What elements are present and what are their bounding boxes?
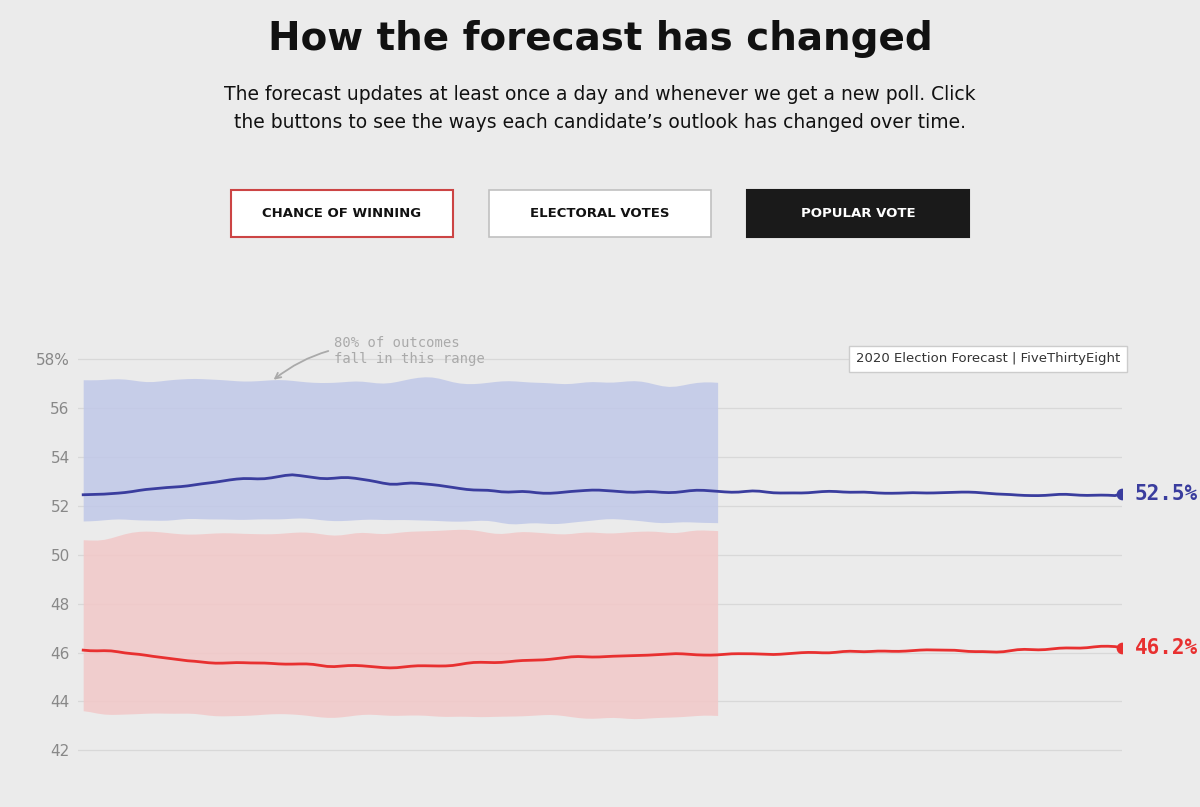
Text: 46.2%: 46.2% xyxy=(1134,638,1198,658)
Point xyxy=(1112,642,1132,654)
Text: How the forecast has changed: How the forecast has changed xyxy=(268,20,932,58)
Text: 80% of outcomes
fall in this range: 80% of outcomes fall in this range xyxy=(275,336,485,378)
Text: The forecast updates at least once a day and whenever we get a new poll. Click
t: The forecast updates at least once a day… xyxy=(224,85,976,132)
Text: 2020 Election Forecast | FiveThirtyEight: 2020 Election Forecast | FiveThirtyEight xyxy=(856,352,1120,366)
Text: POPULAR VOTE: POPULAR VOTE xyxy=(800,207,916,220)
Text: 52.5%: 52.5% xyxy=(1134,484,1198,504)
Text: ELECTORAL VOTES: ELECTORAL VOTES xyxy=(530,207,670,220)
Point xyxy=(1112,487,1132,500)
Text: CHANCE OF WINNING: CHANCE OF WINNING xyxy=(263,207,421,220)
